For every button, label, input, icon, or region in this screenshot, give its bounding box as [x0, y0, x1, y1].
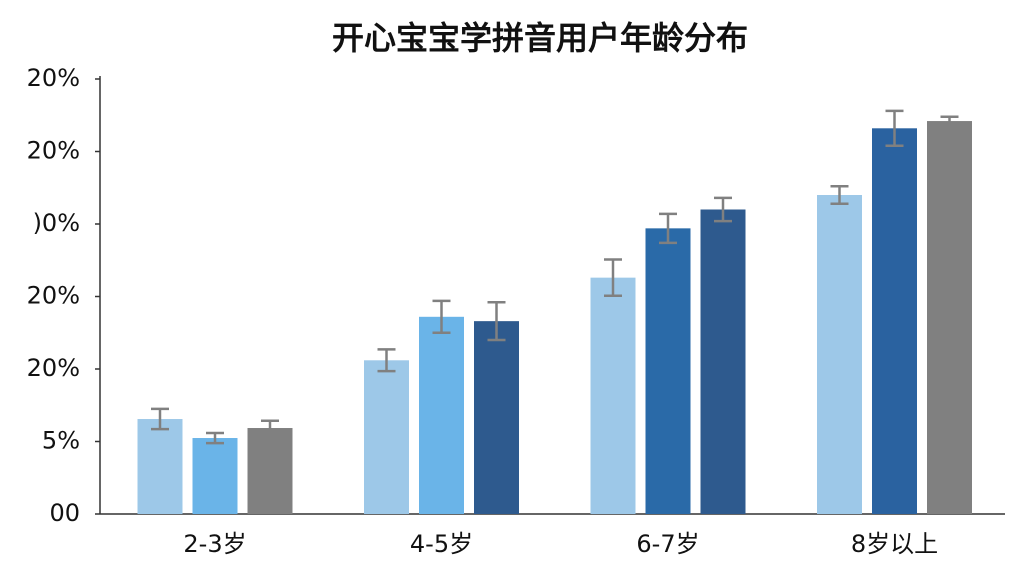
bar — [247, 428, 293, 514]
chart-title: 开心宝宝学拼音用户年龄分布 — [332, 19, 748, 57]
bar — [192, 438, 238, 514]
bar — [419, 316, 464, 514]
y-tick-label: 20% — [27, 354, 80, 382]
bar — [872, 128, 917, 515]
bar — [817, 195, 862, 514]
x-tick-label: 2-3岁 — [183, 530, 246, 558]
bar — [137, 419, 183, 514]
y-tick-label: 20% — [27, 64, 80, 92]
y-tick-label: 00 — [49, 499, 80, 527]
x-tick-label: 6-7岁 — [636, 530, 699, 558]
bar — [700, 209, 746, 514]
bar — [474, 321, 519, 514]
y-tick-label: 20% — [27, 137, 80, 165]
x-tick-label: 8岁以上 — [851, 530, 938, 558]
bar — [364, 360, 409, 514]
y-tick-label: )0% — [33, 209, 80, 237]
y-tick-label: 5% — [42, 427, 80, 455]
bar — [590, 277, 636, 514]
bar — [927, 121, 972, 515]
x-tick-label: 4-5岁 — [410, 530, 473, 558]
y-tick-label: 20% — [27, 282, 80, 310]
bar — [645, 228, 691, 514]
